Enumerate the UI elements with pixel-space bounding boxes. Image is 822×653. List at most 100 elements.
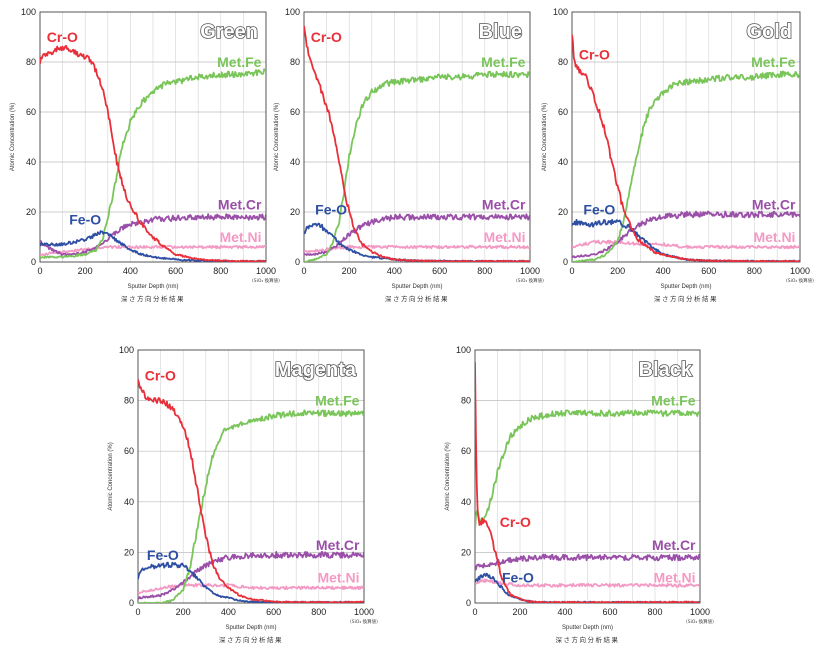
series-line-met-cr [304, 213, 530, 256]
y-axis-label: Atomic Concentration (%) [542, 103, 548, 171]
x-tick-label: 200 [512, 607, 527, 617]
x-tick-label: 200 [342, 266, 357, 276]
series-line-cr-o [304, 25, 530, 262]
series-group [475, 362, 700, 603]
plot-frame [137, 349, 365, 604]
plot-frame [39, 11, 267, 263]
series-line-cr-o [138, 379, 364, 603]
figure-caption: 深さ方向分析結果 [385, 294, 449, 303]
figure-caption: 深さ方向分析結果 [121, 294, 185, 303]
series-line-met-ni [138, 582, 364, 595]
series-line-cr-o [40, 45, 266, 262]
x-tick-label: 0 [301, 266, 306, 276]
y-tick-label: 100 [456, 345, 471, 355]
series-label-met-cr: Met.Cr [218, 197, 262, 213]
y-tick-label: 100 [21, 7, 36, 17]
y-tick-label: 0 [295, 257, 300, 267]
y-tick-label: 40 [461, 497, 471, 507]
x-tick-label: 1000 [520, 266, 540, 276]
series-label-met-fe: Met.Fe [651, 393, 696, 409]
series-line-met-fe [40, 68, 266, 259]
y-tick-label: 80 [558, 57, 568, 67]
series-line-met-ni [304, 244, 530, 254]
y-tick-label: 40 [558, 157, 568, 167]
figure-caption: 深さ方向分析結果 [654, 294, 718, 303]
y-axis-label: Atomic Concentration (%) [445, 442, 451, 510]
series-group [572, 34, 800, 262]
x-tick-label: 1000 [354, 607, 374, 617]
x-tick-label: 200 [176, 607, 191, 617]
x-axis-label: Sputter Depth (nm) [225, 625, 276, 631]
series-line-met-fe [138, 409, 364, 603]
series-line-met-cr [40, 213, 266, 257]
panel-title: Magenta [275, 359, 357, 381]
y-axis-label: Atomic Concentration (%) [10, 103, 16, 171]
x-axis-label: Sputter Depth (nm) [391, 284, 442, 290]
series-label-met-ni: Met.Ni [753, 229, 795, 245]
series-label-met-ni: Met.Ni [317, 570, 359, 586]
x-axis-note: (SiO₂ 換算値) [252, 277, 280, 284]
series-label-cr-o: Cr-O [579, 47, 610, 63]
series-line-met-cr [572, 210, 800, 259]
y-tick-label: 0 [466, 598, 471, 608]
series-label-met-ni: Met.Ni [654, 570, 696, 586]
x-tick-label: 600 [168, 266, 183, 276]
figure-caption: 深さ方向分析結果 [219, 635, 283, 644]
series-label-cr-o: Cr-O [311, 29, 342, 45]
y-tick-label: 0 [563, 257, 568, 267]
x-tick-label: 600 [701, 266, 716, 276]
figure-caption: 深さ方向分析結果 [556, 635, 620, 644]
panel-title: Green [200, 21, 258, 43]
y-tick-label: 80 [290, 57, 300, 67]
series-line-met-fe [572, 70, 800, 262]
series-line-met-ni [40, 244, 266, 257]
x-tick-label: 400 [123, 266, 138, 276]
x-tick-label: 1000 [790, 266, 810, 276]
series-label-fe-o: Fe-O [69, 212, 101, 228]
y-tick-label: 20 [461, 547, 471, 557]
x-axis-note: (SiO₂ 換算値) [350, 618, 378, 625]
x-tick-label: 0 [569, 266, 574, 276]
y-tick-label: 60 [290, 107, 300, 117]
y-tick-label: 20 [124, 547, 134, 557]
x-tick-label: 0 [135, 607, 140, 617]
x-tick-label: 800 [477, 266, 492, 276]
series-label-cr-o: Cr-O [500, 514, 531, 530]
x-tick-label: 800 [747, 266, 762, 276]
series-label-met-ni: Met.Ni [219, 229, 261, 245]
y-tick-label: 20 [290, 207, 300, 217]
y-tick-label: 40 [290, 157, 300, 167]
series-group [138, 379, 364, 603]
y-tick-label: 0 [31, 257, 36, 267]
x-tick-label: 200 [78, 266, 93, 276]
y-axis-label: Atomic Concentration (%) [274, 103, 280, 171]
y-tick-label: 20 [26, 207, 36, 217]
series-label-fe-o: Fe-O [583, 202, 615, 218]
y-axis-label: Atomic Concentration (%) [108, 442, 114, 510]
x-axis-note: (SiO₂ 換算値) [686, 618, 714, 625]
y-tick-label: 100 [119, 345, 134, 355]
y-tick-label: 60 [461, 446, 471, 456]
x-tick-label: 400 [557, 607, 572, 617]
series-label-met-cr: Met.Cr [482, 197, 526, 213]
x-tick-label: 800 [311, 607, 326, 617]
panel-title: Black [639, 359, 693, 381]
series-line-met-fe [304, 70, 530, 262]
x-tick-label: 600 [432, 266, 447, 276]
series-group [40, 45, 266, 262]
x-tick-label: 800 [647, 607, 662, 617]
x-axis-label: Sputter Depth (nm) [562, 625, 613, 631]
series-label-met-fe: Met.Fe [481, 54, 526, 70]
series-line-cr-o [475, 362, 700, 603]
series-line-met-cr [138, 551, 364, 600]
series-label-met-fe: Met.Fe [751, 54, 796, 70]
y-tick-label: 100 [285, 7, 300, 17]
y-tick-label: 0 [129, 598, 134, 608]
series-label-met-fe: Met.Fe [217, 54, 262, 70]
x-tick-label: 0 [472, 607, 477, 617]
panel-title: Blue [479, 21, 522, 43]
